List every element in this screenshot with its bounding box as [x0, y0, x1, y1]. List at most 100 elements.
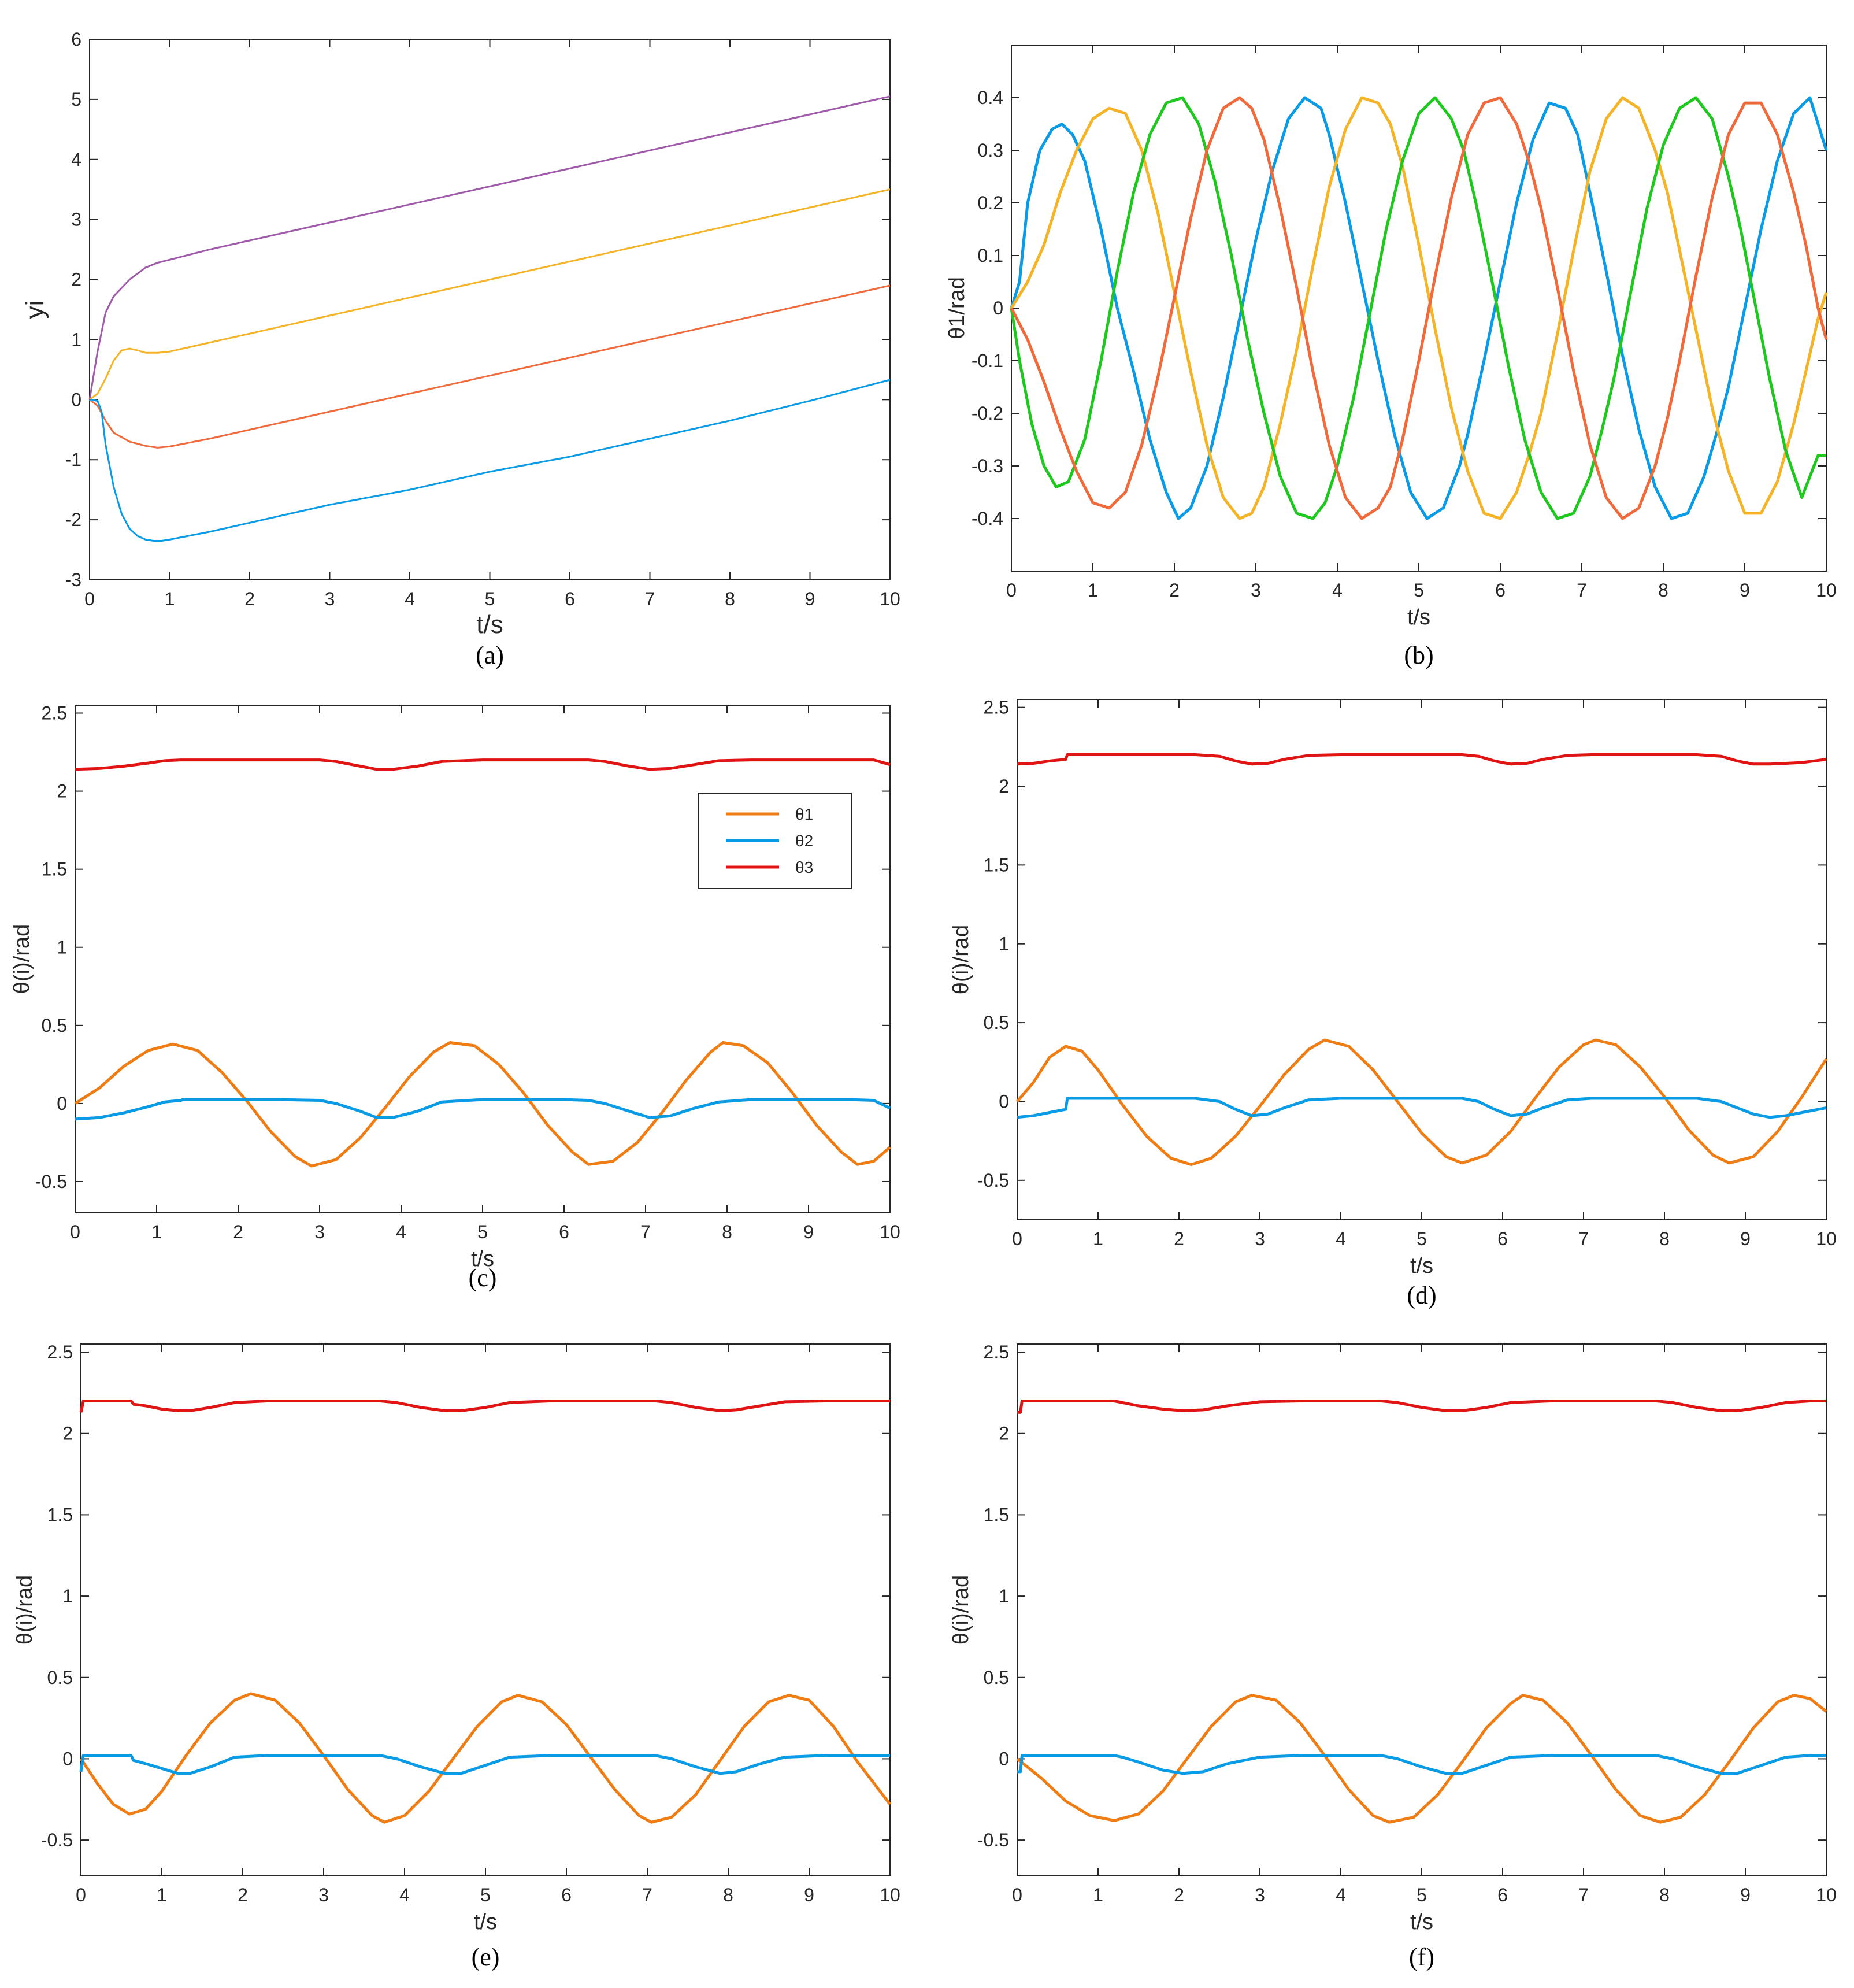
- y-tick-label-d: 2: [999, 776, 1009, 797]
- x-axis-label-d: t/s: [1410, 1254, 1433, 1278]
- y-axis-label-b: θ1/rad: [945, 277, 969, 339]
- series-line-e-orange: [79, 1692, 891, 1824]
- x-tick-label-f: 9: [1740, 1885, 1751, 1905]
- y-tick-label-a: 5: [71, 89, 81, 110]
- y-tick-label-f: 1.5: [984, 1504, 1009, 1525]
- y-tick-label-c: 1: [57, 937, 67, 958]
- x-tick-label-a: 6: [565, 588, 575, 609]
- x-tick-label-b: 3: [1251, 580, 1261, 601]
- x-tick-label-d: 4: [1336, 1228, 1346, 1249]
- y-axis-label-d: θ(i)/rad: [949, 925, 973, 994]
- x-tick-label-a: 9: [805, 588, 815, 609]
- x-tick-label-f: 4: [1336, 1885, 1346, 1905]
- x-tick-label-b: 6: [1495, 580, 1506, 601]
- y-tick-label-a: -2: [65, 509, 81, 530]
- series-line-c-blue: [75, 1098, 891, 1121]
- x-tick-label-a: 7: [645, 588, 655, 609]
- y-tick-label-b: 0: [993, 298, 1003, 319]
- y-tick-label-c: -0.5: [35, 1171, 67, 1192]
- x-tick-label-a: 5: [485, 588, 495, 609]
- x-axis-label-a: t/s: [476, 610, 503, 639]
- y-tick-label-c: 1.5: [42, 859, 67, 880]
- series-line-c-orange: [74, 1041, 891, 1168]
- x-axis-label-f: t/s: [1410, 1910, 1433, 1934]
- x-tick-label-b: 5: [1414, 580, 1424, 601]
- x-tick-label-a: 2: [244, 588, 255, 609]
- plot-area-c: [75, 705, 891, 1213]
- caption-f: (f): [1409, 1943, 1434, 1971]
- series-line-b-yellow: [1010, 96, 1828, 520]
- y-tick-label-d: 2.5: [984, 697, 1009, 718]
- x-tick-label-c: 8: [722, 1221, 732, 1242]
- x-tick-label-f: 1: [1093, 1885, 1103, 1905]
- legend-entry-label: θ1: [795, 805, 813, 823]
- series-line-a-purple: [88, 95, 891, 400]
- series-line-d-orange: [1016, 1038, 1828, 1166]
- y-tick-label-b: -0.3: [972, 456, 1003, 476]
- plot-area-d: [1017, 699, 1827, 1220]
- plot-area-e: [80, 1343, 891, 1876]
- panel-f: 0 1 2 3 4 5 6 7 8 9 10 -0.5 0 0.5 1 1.5 2 2.5 t/s θ(i)/rad (…: [949, 1342, 1837, 1971]
- y-tick-label-c: 0: [57, 1093, 67, 1114]
- x-tick-label-f: 10: [1816, 1885, 1837, 1905]
- y-axis-label-c: θ(i)/rad: [10, 924, 34, 994]
- y-tick-label-a: 1: [71, 329, 81, 350]
- legend-entry-label: θ3: [795, 858, 813, 876]
- series-line-d-red: [1017, 753, 1827, 766]
- x-tick-label-d: 6: [1497, 1228, 1508, 1249]
- y-tick-label-a: -3: [65, 569, 81, 590]
- x-tick-label-c: 3: [314, 1221, 325, 1242]
- caption-d: (d): [1407, 1281, 1436, 1309]
- x-tick-label-e: 2: [238, 1885, 248, 1905]
- x-axis-label-e: t/s: [474, 1910, 497, 1934]
- x-tick-label-f: 5: [1417, 1885, 1427, 1905]
- panel-c: 0 1 2 3 4 5 6 7 8 9 10 -0.5 0 0.5 1 1.5 2 2.5 t/s θ(i)/rad (…: [10, 703, 900, 1292]
- x-axis-label-b: t/s: [1407, 605, 1430, 630]
- y-tick-label-c: 2.5: [42, 703, 67, 724]
- panel-e: 0 1 2 3 4 5 6 7 8 9 10 -0.5 0 0.5 1 1.5 2 2.5 t/s θ(i)/rad (…: [13, 1342, 900, 1971]
- x-tick-label-f: 8: [1659, 1885, 1670, 1905]
- y-tick-label-c: 2: [57, 781, 67, 802]
- x-tick-label-c: 6: [559, 1221, 569, 1242]
- x-tick-label-f: 3: [1255, 1885, 1265, 1905]
- y-tick-label-a: -1: [65, 449, 81, 470]
- y-tick-label-a: 3: [71, 209, 81, 230]
- series-line-a-tomato: [89, 284, 891, 449]
- x-tick-label-c: 9: [803, 1221, 814, 1242]
- x-tick-label-d: 0: [1012, 1228, 1022, 1249]
- series-line-f-blue: [1017, 1754, 1826, 1775]
- series-line-b-green: [1010, 96, 1826, 520]
- series-line-c-red: [75, 758, 891, 771]
- y-tick-label-f: 1: [999, 1586, 1009, 1606]
- x-tick-label-f: 6: [1497, 1885, 1508, 1905]
- y-tick-label-b: 0.1: [978, 245, 1003, 266]
- x-tick-label-c: 4: [396, 1221, 406, 1242]
- x-tick-label-a: 8: [725, 588, 735, 609]
- x-tick-label-a: 10: [880, 588, 900, 609]
- y-tick-label-a: 2: [71, 269, 81, 290]
- y-tick-label-c: 0.5: [42, 1015, 67, 1036]
- y-tick-label-e: 0.5: [47, 1667, 73, 1688]
- x-tick-label-e: 10: [880, 1885, 900, 1905]
- x-tick-label-b: 8: [1658, 580, 1668, 601]
- x-tick-label-b: 2: [1169, 580, 1180, 601]
- series-line-f-orange: [1016, 1694, 1827, 1824]
- y-axis-label-f: θ(i)/rad: [949, 1575, 973, 1645]
- caption-c: (c): [469, 1264, 497, 1292]
- x-tick-label-b: 0: [1006, 580, 1017, 601]
- caption-b: (b): [1404, 641, 1433, 669]
- y-tick-label-a: 0: [71, 389, 81, 410]
- x-tick-label-a: 1: [165, 588, 175, 609]
- panel-d: 0 1 2 3 4 5 6 7 8 9 10 -0.5 0 0.5 1 1.5 2 2.5 t/s θ(i)/rad (…: [949, 697, 1837, 1309]
- y-tick-label-b: 0.3: [978, 140, 1003, 161]
- x-tick-label-e: 5: [480, 1885, 491, 1905]
- x-tick-label-d: 5: [1417, 1228, 1427, 1249]
- y-tick-label-e: -0.5: [41, 1830, 73, 1850]
- series-line-e-blue: [79, 1754, 890, 1775]
- y-tick-label-f: -0.5: [977, 1830, 1009, 1850]
- y-tick-label-a: 4: [71, 149, 81, 170]
- x-tick-label-d: 10: [1816, 1228, 1837, 1249]
- y-tick-label-b: -0.2: [972, 403, 1003, 424]
- series-line-d-blue: [1017, 1097, 1827, 1119]
